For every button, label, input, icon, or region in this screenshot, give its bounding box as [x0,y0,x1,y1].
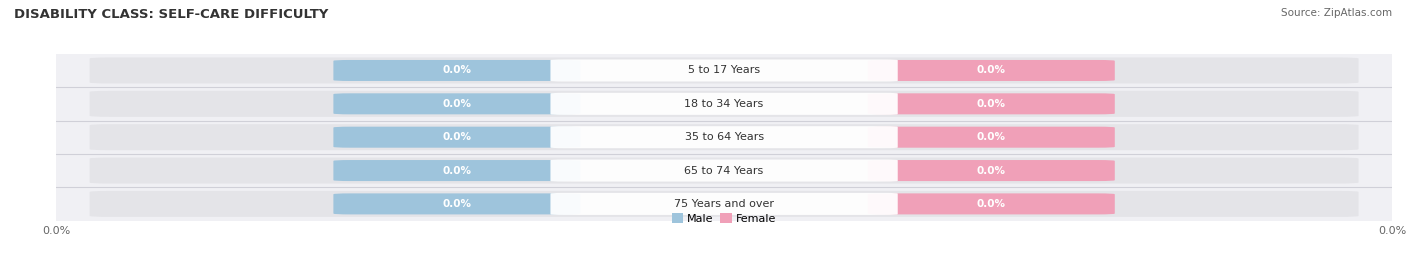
FancyBboxPatch shape [551,126,898,148]
Text: 35 to 64 Years: 35 to 64 Years [685,132,763,142]
Text: 0.0%: 0.0% [443,165,471,176]
Text: 0.0%: 0.0% [977,165,1005,176]
Text: Source: ZipAtlas.com: Source: ZipAtlas.com [1281,8,1392,18]
FancyBboxPatch shape [868,193,1115,214]
FancyBboxPatch shape [333,60,581,81]
FancyBboxPatch shape [90,58,1358,83]
FancyBboxPatch shape [551,160,898,182]
Text: 0.0%: 0.0% [443,199,471,209]
FancyBboxPatch shape [551,93,898,115]
FancyBboxPatch shape [333,193,581,214]
Text: 5 to 17 Years: 5 to 17 Years [688,65,761,76]
FancyBboxPatch shape [90,191,1358,217]
FancyBboxPatch shape [90,91,1358,117]
Text: DISABILITY CLASS: SELF-CARE DIFFICULTY: DISABILITY CLASS: SELF-CARE DIFFICULTY [14,8,329,21]
FancyBboxPatch shape [333,160,581,181]
FancyBboxPatch shape [333,127,581,148]
Text: 0.0%: 0.0% [443,99,471,109]
FancyBboxPatch shape [868,127,1115,148]
FancyBboxPatch shape [868,93,1115,114]
FancyBboxPatch shape [868,60,1115,81]
FancyBboxPatch shape [333,93,581,114]
FancyBboxPatch shape [551,59,898,82]
Text: 75 Years and over: 75 Years and over [673,199,775,209]
FancyBboxPatch shape [868,160,1115,181]
Text: 65 to 74 Years: 65 to 74 Years [685,165,763,176]
Text: 18 to 34 Years: 18 to 34 Years [685,99,763,109]
Text: 0.0%: 0.0% [977,199,1005,209]
Text: 0.0%: 0.0% [977,99,1005,109]
FancyBboxPatch shape [90,158,1358,183]
Text: 0.0%: 0.0% [977,132,1005,142]
Legend: Male, Female: Male, Female [668,209,780,228]
FancyBboxPatch shape [90,124,1358,150]
Text: 0.0%: 0.0% [443,132,471,142]
Text: 0.0%: 0.0% [443,65,471,76]
FancyBboxPatch shape [551,193,898,215]
Text: 0.0%: 0.0% [977,65,1005,76]
